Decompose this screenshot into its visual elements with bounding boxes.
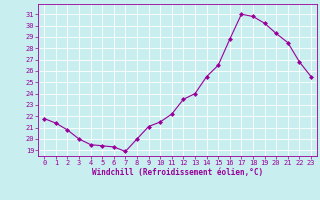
X-axis label: Windchill (Refroidissement éolien,°C): Windchill (Refroidissement éolien,°C) [92, 168, 263, 177]
